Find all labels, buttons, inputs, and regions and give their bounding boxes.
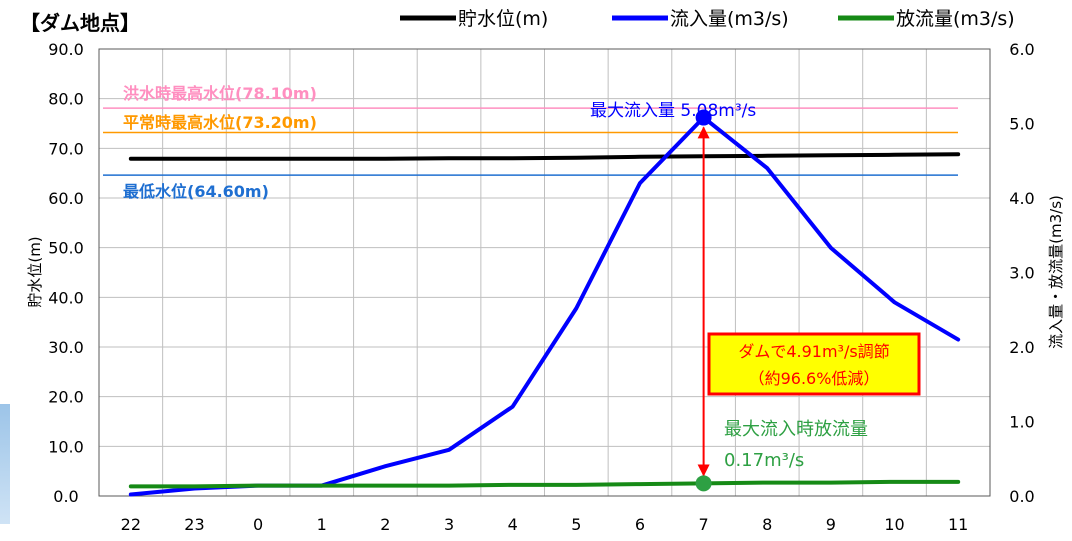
y-left-tick-label: 70.0 [48, 139, 84, 158]
regulation-label: ダムで4.91m³/s調節 [738, 342, 889, 361]
regulation-reduction: （約96.6%低減） [749, 369, 880, 388]
x-tick-label: 6 [635, 515, 645, 534]
y-left-tick-label: 40.0 [48, 288, 84, 307]
y-right-tick-label: 0.0 [1009, 487, 1034, 506]
reference-line-label: 洪水時最高水位(78.10m) [123, 84, 317, 103]
x-tick-label: 0 [253, 515, 263, 534]
x-tick-label: 23 [184, 515, 204, 534]
x-tick-label: 7 [699, 515, 709, 534]
reference-line-label: 平常時最高水位(73.20m) [123, 113, 317, 132]
y-left-tick-label: 60.0 [48, 189, 84, 208]
chart-title: 【ダム地点】 [20, 11, 140, 35]
x-tick-label: 11 [948, 515, 968, 534]
series-line [128, 152, 961, 161]
max-inflow-outflow-point [695, 475, 712, 492]
series-line [128, 479, 961, 489]
y-right-axis-title: 流入量・放流量(m3/s) [1047, 195, 1065, 349]
x-tick-label: 4 [508, 515, 518, 534]
y-left-tick-label: 90.0 [48, 40, 84, 59]
x-tick-label: 10 [884, 515, 904, 534]
x-tick-label: 3 [444, 515, 454, 534]
x-tick-label: 1 [317, 515, 327, 534]
y-left-tick-label: 30.0 [48, 338, 84, 357]
legend-label: 貯水位(m) [458, 8, 548, 30]
x-tick-label: 2 [380, 515, 390, 534]
y-right-tick-label: 3.0 [1009, 264, 1034, 283]
y-right-tick-label: 4.0 [1009, 189, 1034, 208]
y-left-tick-label: 80.0 [48, 90, 84, 109]
max-inflow-label: 最大流入量 5.08m³/s [590, 101, 756, 121]
x-tick-label: 22 [121, 515, 141, 534]
y-right-tick-label: 2.0 [1009, 338, 1034, 357]
plot-frame [98, 48, 991, 497]
y-left-tick-label: 20.0 [48, 388, 84, 407]
legend-label: 放流量(m3/s) [896, 8, 1015, 30]
legend-label: 流入量(m3/s) [670, 8, 789, 30]
max-inflow-point [695, 109, 712, 126]
reference-line-label: 最低水位(64.60m) [123, 182, 269, 201]
max-inflow-outflow-label: 最大流入時放流量 [724, 419, 868, 440]
y-right-tick-label: 5.0 [1009, 115, 1034, 134]
y-left-tick-label: 0.0 [53, 487, 78, 506]
y-left-tick-label: 10.0 [48, 437, 84, 456]
y-left-axis-title: 貯水位(m) [26, 236, 44, 307]
y-left-tick-label: 50.0 [48, 239, 84, 258]
left-edge-decoration [0, 404, 10, 524]
regulation-box [707, 332, 921, 396]
x-tick-label: 8 [762, 515, 772, 534]
y-right-tick-label: 6.0 [1009, 40, 1034, 59]
max-inflow-outflow-value: 0.17m³/s [724, 450, 804, 471]
x-tick-label: 9 [826, 515, 836, 534]
y-right-tick-label: 1.0 [1009, 413, 1034, 432]
x-tick-label: 5 [571, 515, 581, 534]
